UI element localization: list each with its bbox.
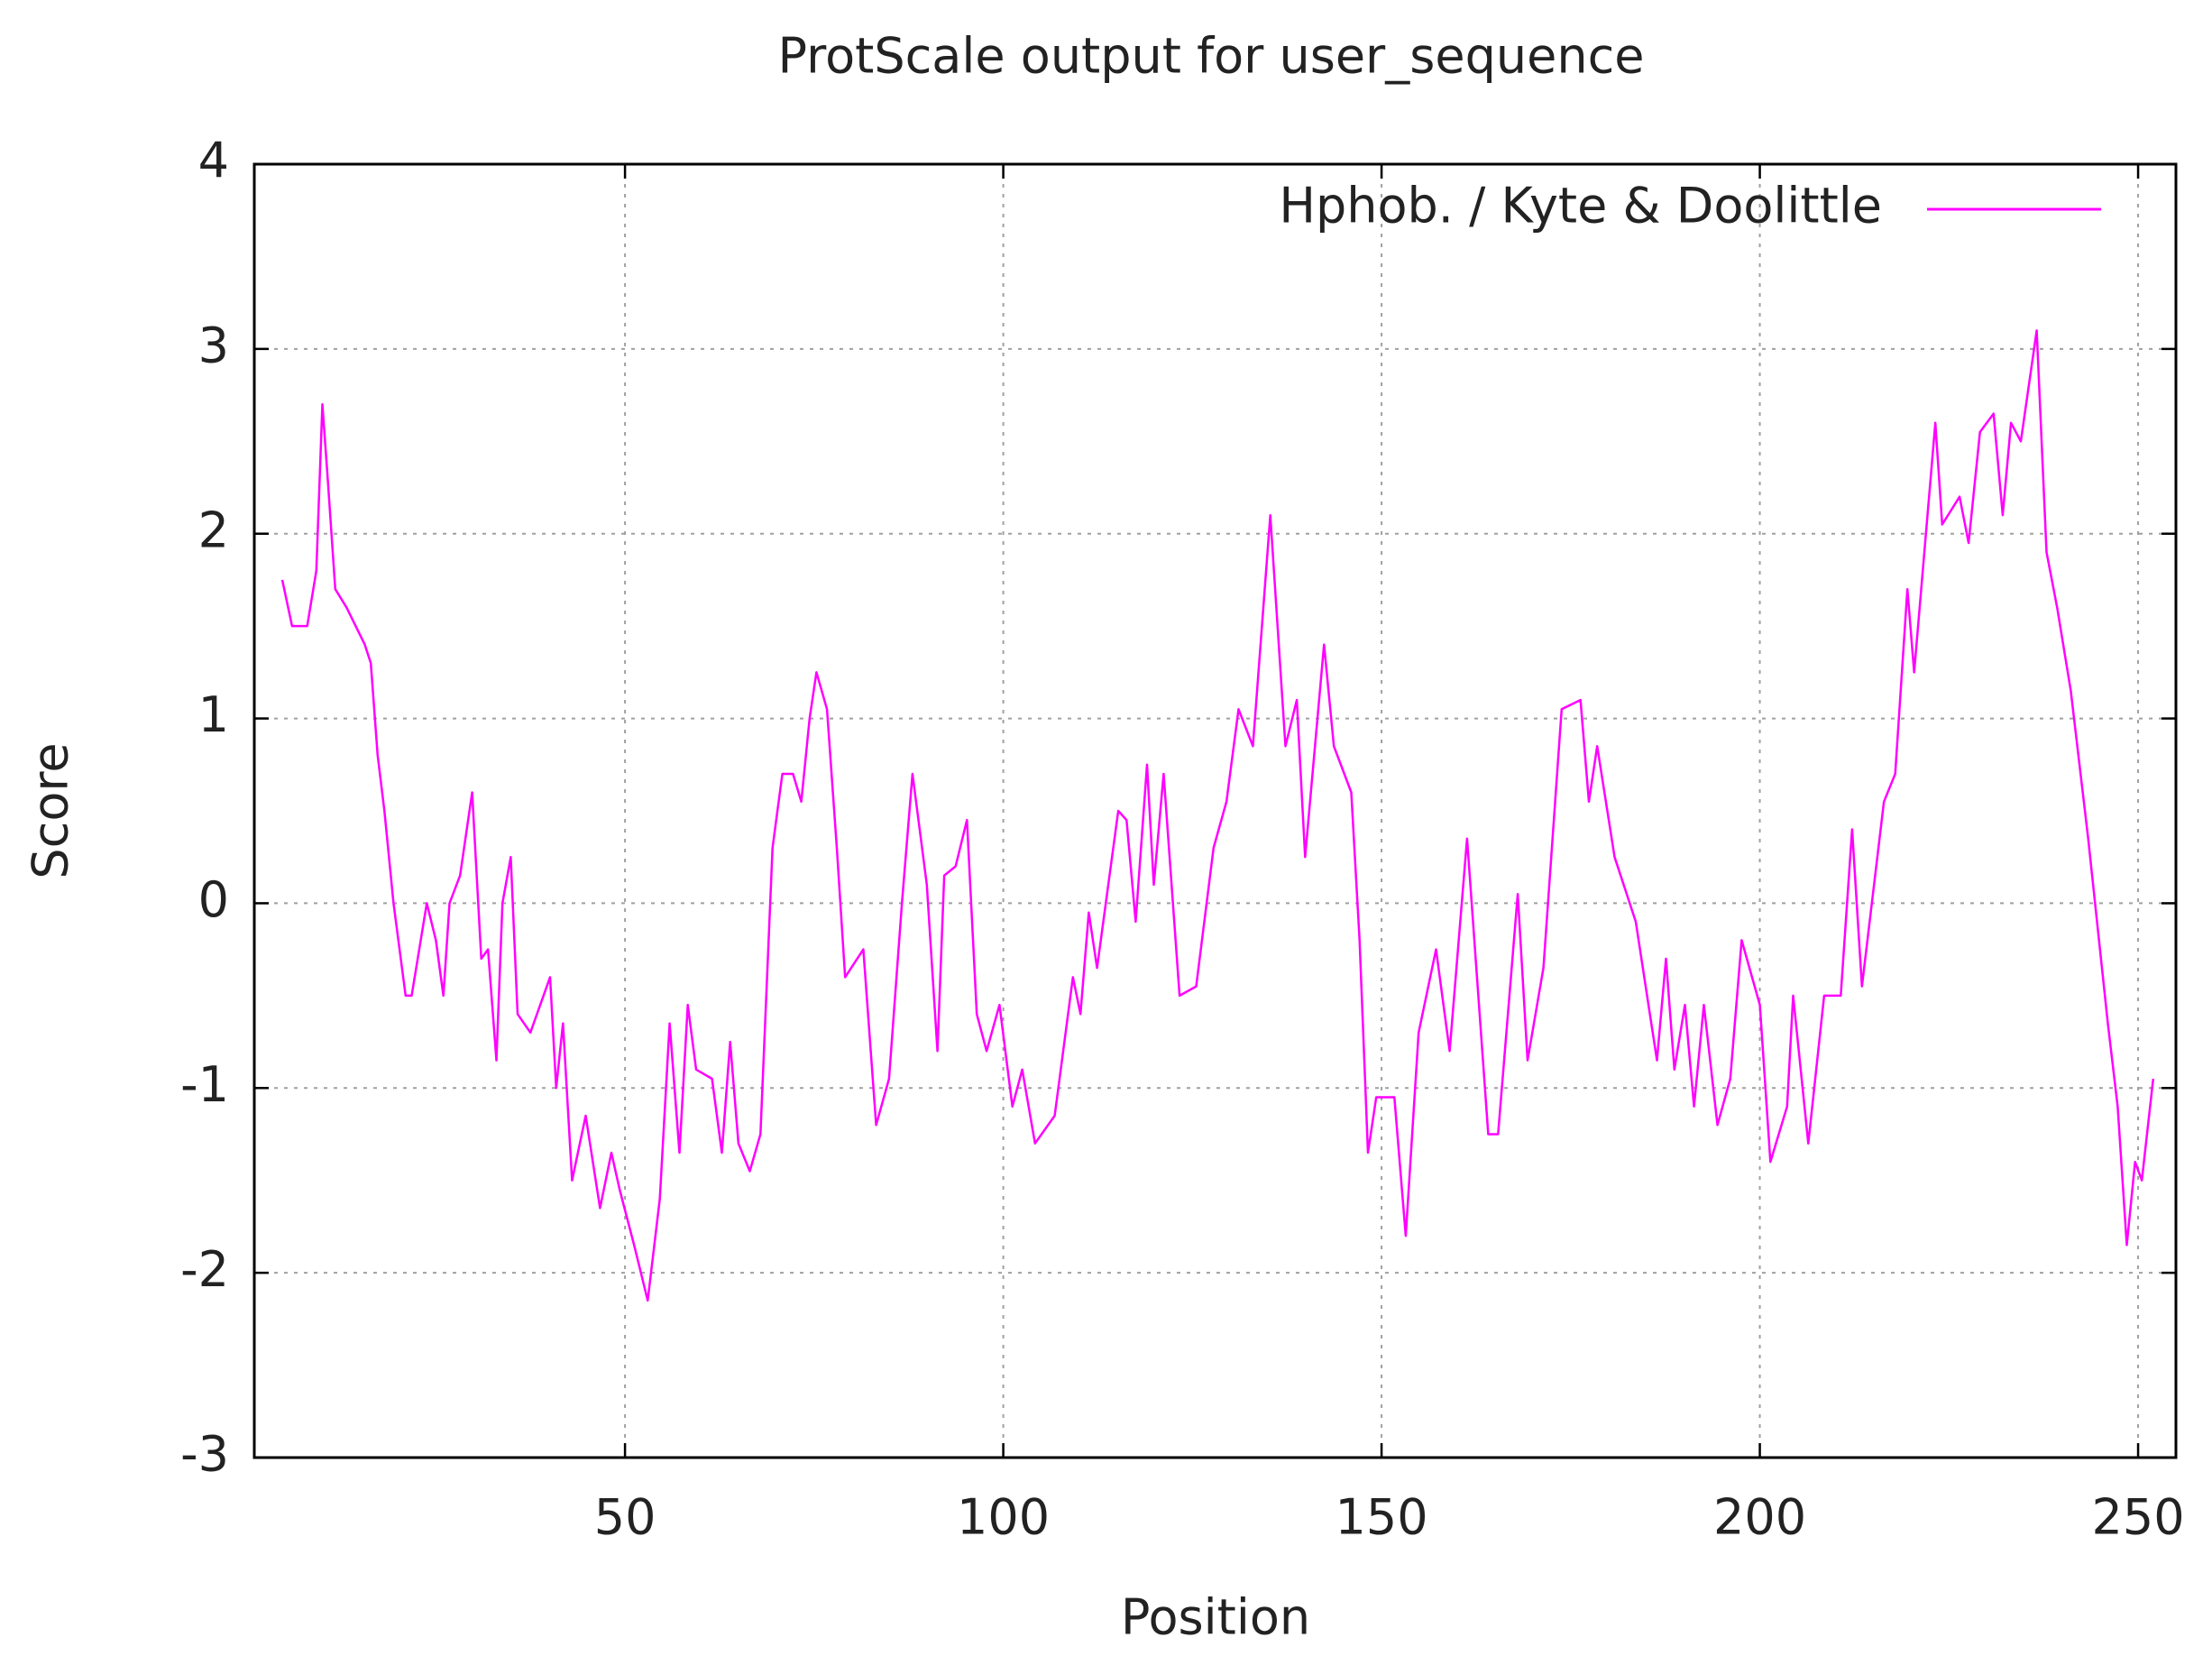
x-tick-label: 150 bbox=[1335, 1489, 1428, 1546]
data-line bbox=[280, 329, 2155, 1302]
x-tick-label: 250 bbox=[2092, 1489, 2185, 1546]
y-tick-label: 1 bbox=[198, 686, 229, 743]
y-tick-label: -2 bbox=[180, 1241, 229, 1298]
y-tick-label: 0 bbox=[198, 871, 229, 928]
y-tick-label: 2 bbox=[198, 501, 229, 558]
x-tick-label: 50 bbox=[594, 1489, 656, 1546]
plot-frame bbox=[252, 162, 2178, 1459]
y-tick-label: -3 bbox=[180, 1426, 229, 1483]
chart-title: ProtScale output for user_sequence bbox=[778, 28, 1645, 85]
y-tick-label: 3 bbox=[198, 317, 229, 373]
legend-label: Hphob. / Kyte & Doolittle bbox=[1279, 178, 1882, 235]
x-tick-label: 200 bbox=[1713, 1489, 1806, 1546]
y-axis-label: Score bbox=[23, 742, 79, 879]
y-tick-label: 4 bbox=[198, 133, 229, 189]
y-tick-label: -1 bbox=[180, 1056, 229, 1113]
x-axis-label: Position bbox=[1121, 1589, 1310, 1646]
x-tick-label: 100 bbox=[957, 1489, 1050, 1546]
